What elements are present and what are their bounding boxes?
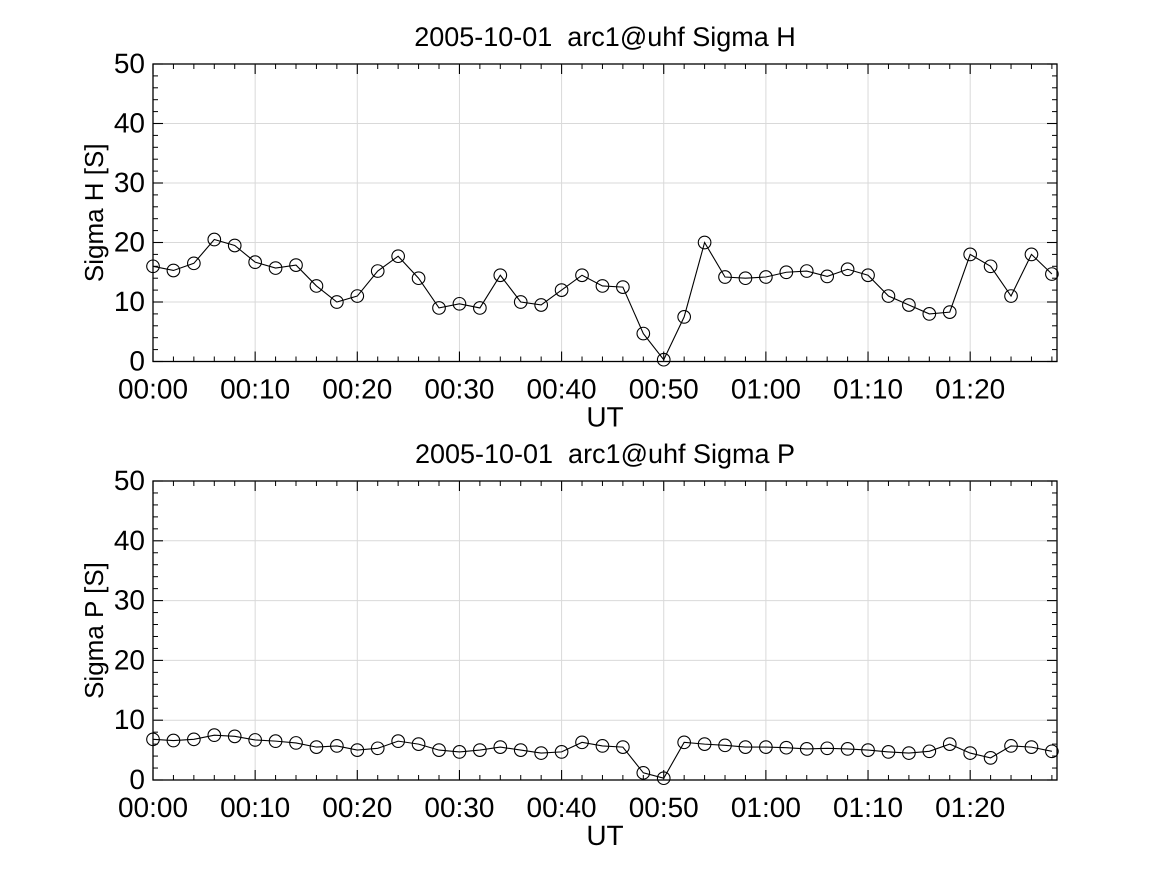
- svg-text:00:10: 00:10: [220, 374, 290, 405]
- svg-text:20: 20: [114, 227, 145, 258]
- svg-text:00:30: 00:30: [424, 792, 494, 823]
- svg-text:0: 0: [129, 346, 145, 377]
- svg-text:30: 30: [114, 167, 145, 198]
- svg-text:10: 10: [114, 286, 145, 317]
- svg-text:30: 30: [114, 585, 145, 616]
- svg-text:40: 40: [114, 525, 145, 556]
- svg-text:00:20: 00:20: [322, 792, 392, 823]
- svg-text:00:20: 00:20: [322, 374, 392, 405]
- svg-text:50: 50: [114, 465, 145, 496]
- svg-text:40: 40: [114, 108, 145, 139]
- svg-text:00:50: 00:50: [629, 792, 699, 823]
- svg-text:2005-10-01 arc1@uhf Sigma H: 2005-10-01 arc1@uhf Sigma H: [414, 22, 796, 52]
- svg-text:01:00: 01:00: [731, 374, 801, 405]
- svg-text:00:00: 00:00: [118, 792, 188, 823]
- svg-text:01:10: 01:10: [833, 792, 903, 823]
- svg-text:20: 20: [114, 644, 145, 675]
- svg-text:01:10: 01:10: [833, 374, 903, 405]
- svg-text:00:30: 00:30: [424, 374, 494, 405]
- svg-text:00:10: 00:10: [220, 792, 290, 823]
- svg-text:0: 0: [129, 764, 145, 795]
- svg-text:Sigma H [S]: Sigma H [S]: [79, 143, 109, 282]
- svg-text:UT: UT: [586, 402, 623, 433]
- svg-text:01:20: 01:20: [935, 792, 1005, 823]
- svg-text:2005-10-01 arc1@uhf Sigma P: 2005-10-01 arc1@uhf Sigma P: [415, 439, 795, 469]
- svg-text:01:20: 01:20: [935, 374, 1005, 405]
- svg-text:00:40: 00:40: [527, 374, 597, 405]
- svg-text:00:40: 00:40: [527, 792, 597, 823]
- svg-text:50: 50: [114, 48, 145, 79]
- svg-text:Sigma P [S]: Sigma P [S]: [79, 562, 109, 699]
- svg-text:00:00: 00:00: [118, 374, 188, 405]
- svg-text:00:50: 00:50: [629, 374, 699, 405]
- svg-text:10: 10: [114, 704, 145, 735]
- svg-text:UT: UT: [586, 820, 623, 851]
- svg-text:01:00: 01:00: [731, 792, 801, 823]
